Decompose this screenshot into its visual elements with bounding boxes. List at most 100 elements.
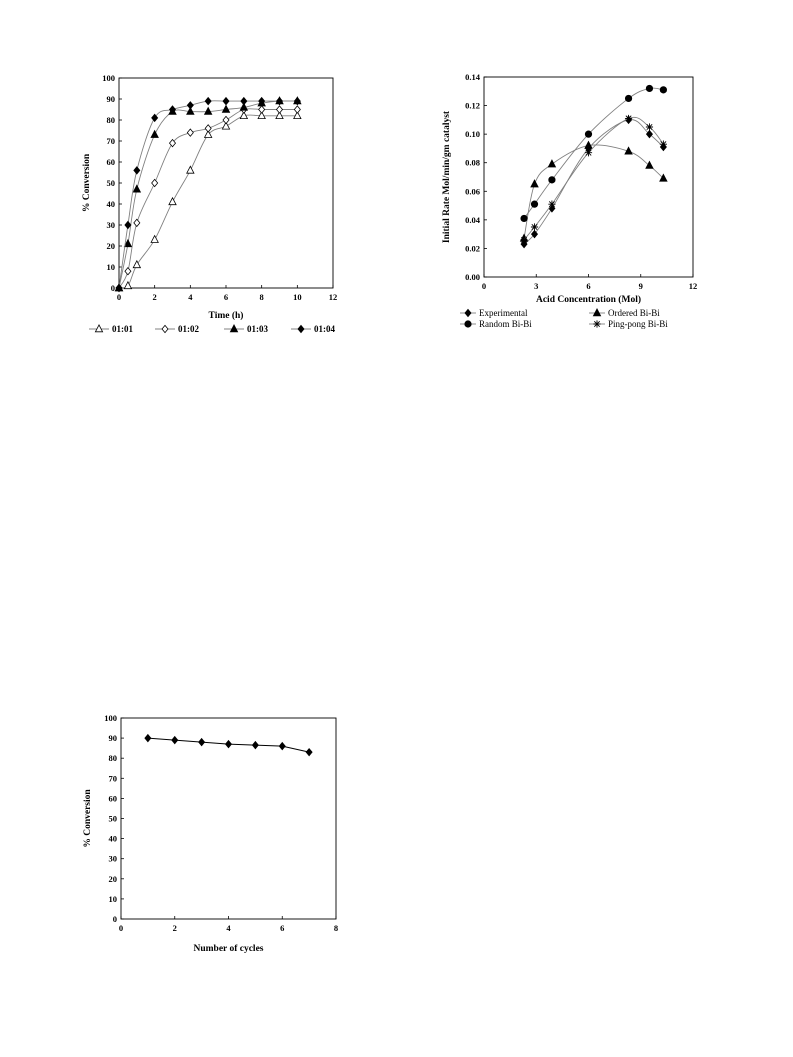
data-point [221,121,231,130]
data-point [222,115,230,125]
y-tick-label: 60 [109,793,118,803]
data-point [124,266,132,276]
x-tick-label: 0 [482,281,486,291]
data-point [186,101,194,110]
y-tick-label: 0 [111,283,115,293]
y-tick-label: 50 [109,814,118,824]
x-axis-label: Acid Concentration (Mol) [536,294,641,305]
data-point [151,178,159,188]
data-point [144,733,152,743]
data-point [275,110,284,119]
x-tick-label: 3 [534,281,538,291]
y-tick-label: 40 [109,834,118,844]
data-point [204,124,212,133]
legend-label: Experimental [479,308,528,318]
data-point [239,110,249,119]
legend-marker [94,324,104,333]
data-point [530,223,539,231]
data-point [530,179,539,188]
y-tick-label: 20 [109,874,118,884]
data-point [203,106,213,115]
data-point [186,165,195,174]
legend-label: Ping-pong Bi-Bi [608,319,668,329]
data-point [251,740,259,750]
legend-label: Random Bi-Bi [479,319,532,329]
data-point [305,747,313,757]
data-point [151,113,159,123]
conversion-time-chart: 0 10 20 30 40 50 60 70 80 90 100 0 2 4 6 8 10 12 Time (h)%… [82,73,337,334]
x-tick-label: 9 [639,281,643,291]
x-tick-label: 12 [329,292,338,302]
legend-marker [161,324,169,334]
legend-marker [464,320,472,328]
data-point [530,200,539,208]
data-point [293,96,301,106]
data-point [258,105,266,114]
data-point [221,104,231,113]
y-tick-label: 70 [107,136,116,146]
data-point [168,138,177,148]
y-tick-label: 90 [109,733,118,743]
y-tick-label: 70 [109,773,118,783]
data-point [133,218,141,228]
legend-label: 01:02 [178,324,199,334]
data-point [659,86,667,94]
x-tick-label: 8 [334,923,338,933]
x-tick-label: 4 [226,923,231,933]
y-tick-label: 100 [102,73,115,83]
data-point [548,176,556,184]
data-point [123,280,133,290]
y-tick-label: 0 [113,914,117,924]
x-tick-label: 0 [119,923,123,933]
data-point [186,106,195,115]
x-tick-label: 4 [188,292,193,302]
data-point [659,140,667,148]
data-point [240,96,248,106]
data-point [645,129,653,139]
data-point [584,140,593,149]
y-tick-label: 0.00 [465,272,480,282]
data-point [520,214,528,223]
y-tick-label: 0.06 [465,186,480,196]
x-tick-label: 2 [153,292,157,302]
legend-marker [464,308,472,318]
data-point [278,741,286,751]
data-point [132,259,142,269]
data-point [123,238,133,248]
data-point [584,130,593,138]
legend-label: 01:01 [112,324,133,334]
data-point [275,105,284,114]
y-axis-label: Initial Rate Mol/min/gm catalyst [442,110,452,243]
data-point [198,737,206,747]
data-point [150,234,159,243]
data-point [293,105,301,114]
legend-label: 01:03 [247,324,268,334]
data-point [520,239,528,249]
y-tick-label: 40 [107,199,116,209]
y-tick-label: 80 [107,115,116,125]
data-point [275,96,284,106]
data-point [645,160,654,169]
data-point [186,128,194,137]
legend-label: Ordered Bi-Bi [608,308,660,318]
legend-label: 01:04 [314,324,335,334]
data-point [171,735,179,745]
legend-marker [593,320,601,328]
legend-marker [229,324,239,333]
data-point [124,220,132,230]
data-point [548,200,556,208]
cycles-chart: 0 10 20 30 40 50 60 70 80 90 100 0 2 4 6 8 Number of cyc… [83,713,338,954]
y-axis-label: % Conversion [83,789,93,848]
y-tick-label: 0.02 [465,243,480,253]
data-point [133,166,141,175]
data-point [224,739,233,749]
data-point [204,96,212,106]
y-tick-label: 60 [107,157,116,167]
x-tick-label: 6 [586,281,590,291]
y-tick-label: 50 [107,178,116,188]
y-tick-label: 0.10 [465,129,480,139]
x-tick-label: 6 [280,923,284,933]
data-point [258,96,266,106]
data-point [520,236,528,244]
y-tick-label: 0.12 [465,101,480,111]
